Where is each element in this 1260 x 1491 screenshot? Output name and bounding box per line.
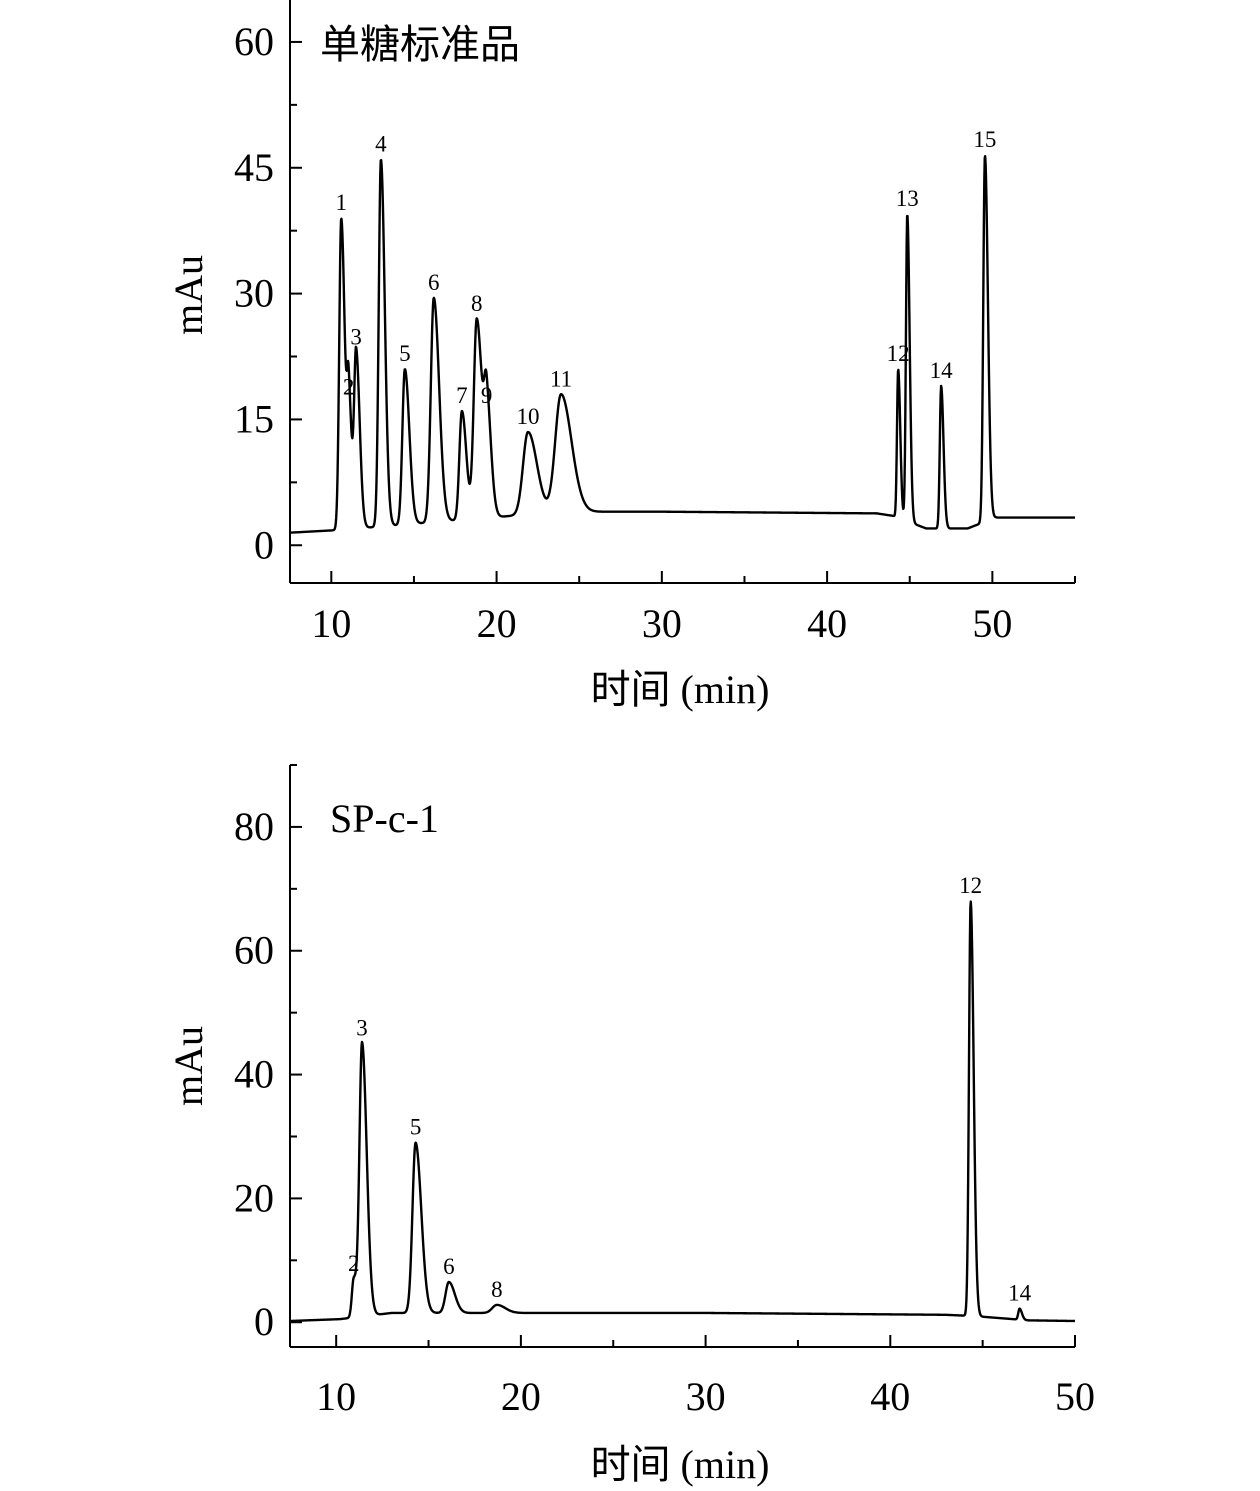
peak-label: 8 (491, 1277, 503, 1302)
x-tick-label: 50 (1055, 1374, 1095, 1419)
peak-label: 14 (1008, 1281, 1032, 1306)
x-tick-label: 40 (870, 1374, 910, 1419)
x-tick-label: 30 (686, 1374, 726, 1419)
y-tick-label: 20 (234, 1175, 274, 1220)
x-tick-label: 20 (477, 601, 517, 646)
x-axis-title: 时间 (min) (591, 667, 770, 712)
y-tick-label: 45 (234, 145, 274, 190)
y-axis-title: mAu (166, 1026, 211, 1106)
chromatogram-trace (289, 154, 1076, 534)
peak-label: 8 (471, 291, 483, 316)
peak-label: 3 (356, 1016, 368, 1041)
x-axis-title: 时间 (min) (591, 1442, 770, 1487)
peak-label: 15 (973, 127, 996, 152)
peak-label: 4 (375, 131, 387, 156)
peak-label: 5 (410, 1115, 422, 1140)
y-tick-label: 40 (234, 1052, 274, 1097)
peak-label: 12 (959, 873, 982, 898)
chart-sp-c-1: SP-c-1 mAu 时间 (min) 0 20 40 60 80 10 20 30 40 50 2… (166, 764, 1095, 1487)
peak-label: 12 (887, 341, 910, 366)
y-axis-title: mAu (166, 255, 211, 335)
y-tick-label: 80 (234, 804, 274, 849)
x-tick-label: 10 (316, 1374, 356, 1419)
peak-label: 14 (930, 358, 954, 383)
peak-label: 2 (343, 375, 355, 400)
chromatogram-trace (289, 900, 1076, 1323)
peak-label: 11 (550, 366, 572, 391)
peak-label: 10 (516, 404, 539, 429)
x-tick-label: 10 (311, 601, 351, 646)
y-tick-label: 60 (234, 928, 274, 973)
x-tick-label: 30 (642, 601, 682, 646)
peak-label: 5 (399, 341, 411, 366)
peak-label: 7 (456, 383, 468, 408)
y-tick-label: 15 (234, 396, 274, 441)
y-tick-label: 60 (234, 19, 274, 64)
chart-title: SP-c-1 (330, 796, 439, 841)
peak-label: 3 (350, 324, 362, 349)
peak-label: 6 (443, 1254, 455, 1279)
x-tick-label: 40 (807, 601, 847, 646)
y-tick-label: 0 (254, 1299, 274, 1344)
y-tick-label: 0 (254, 522, 274, 567)
y-tick-label: 30 (234, 271, 274, 316)
peak-label: 13 (896, 186, 919, 211)
x-tick-label: 50 (972, 601, 1012, 646)
peak-label: 1 (335, 190, 347, 215)
peak-label: 2 (348, 1251, 360, 1276)
chart-title: 单糖标准品 (320, 22, 520, 67)
peak-label: 9 (481, 383, 493, 408)
x-tick-label: 20 (501, 1374, 541, 1419)
peak-label: 6 (428, 270, 440, 295)
